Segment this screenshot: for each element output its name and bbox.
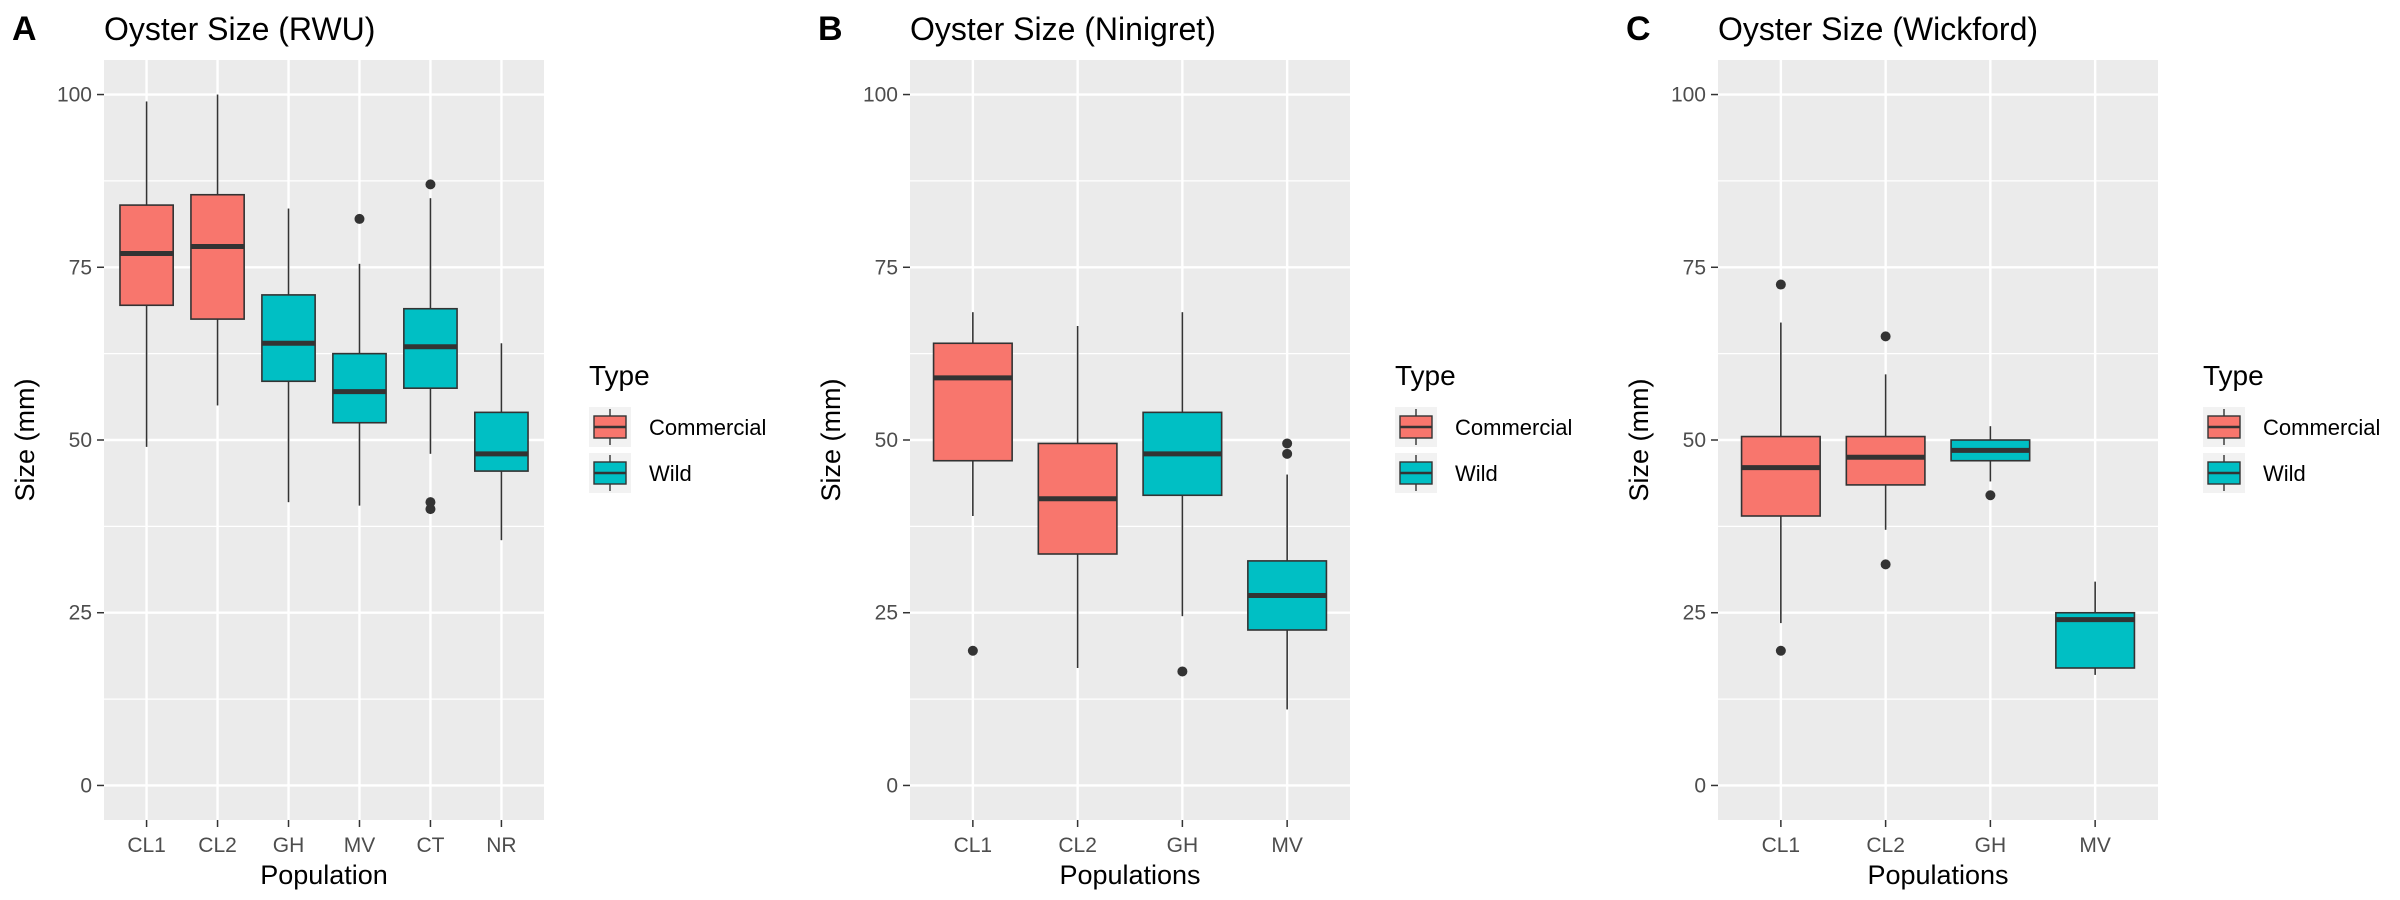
panel-letter: C (1626, 10, 1651, 48)
outlier-point (1282, 448, 1293, 459)
y-axis-title: Size (mm) (816, 379, 846, 502)
box-ct (403, 179, 458, 515)
outlier-point (354, 213, 365, 224)
y-tick-label: 50 (69, 429, 92, 452)
box-mv (1247, 438, 1328, 710)
panel-b: 0 25 50 75 100 CL1 CL2 GH MV B Oyster Size (Ninigr… (816, 10, 1572, 890)
legend-label-commercial: Commercial (2263, 415, 2380, 440)
chart-title: Oyster Size (RWU) (104, 11, 375, 47)
panel-c: 0 25 50 75 100 CL1 CL2 GH MV C Oyster Size (Wickfo… (1624, 10, 2380, 890)
y-tick-label: 100 (863, 84, 898, 107)
outlier-point (425, 497, 436, 508)
x-tick-label-mv: MV (1271, 834, 1303, 857)
box-cl1 (932, 312, 1013, 656)
legend-title: Type (1395, 360, 1456, 391)
box-body (474, 411, 529, 472)
box-cl2 (1037, 326, 1118, 668)
x-tick-label-cl1: CL1 (954, 834, 993, 857)
panel-a: 0 25 50 75 100 CL1 CL2 GH MV CT NR A Oyster Size (RW… (10, 10, 766, 890)
chart-title: Oyster Size (Ninigret) (910, 11, 1216, 47)
outlier-point (425, 504, 436, 515)
box-body (1845, 435, 1926, 486)
box-body (932, 342, 1013, 462)
box-body (190, 193, 245, 320)
x-tick-label-cl2: CL2 (1866, 834, 1905, 857)
box-gh (1142, 312, 1223, 677)
x-axis-title: Populations (1867, 860, 2008, 890)
y-tick-label: 75 (69, 256, 92, 279)
outlier-point (1177, 666, 1188, 677)
y-axis-title: Size (mm) (10, 379, 40, 502)
outlier-point (967, 645, 978, 656)
y-tick-label: 0 (886, 774, 898, 797)
y-tick-label: 0 (80, 774, 92, 797)
y-tick-label: 75 (875, 256, 898, 279)
box-body (1740, 435, 1821, 517)
legend-label-wild: Wild (2263, 461, 2306, 486)
x-tick-label-ct: CT (416, 834, 444, 857)
legend-label-wild: Wild (1455, 461, 1498, 486)
y-tick-label: 50 (1683, 429, 1706, 452)
outlier-point (1775, 645, 1786, 656)
legend: Type Commercial Wild (589, 360, 766, 493)
outlier-point (1985, 490, 1996, 501)
box-body (332, 352, 387, 424)
x-axis-title: Population (260, 860, 388, 890)
x-tick-label-nr: NR (486, 834, 516, 857)
box-nr (474, 343, 529, 541)
legend-label-wild: Wild (649, 461, 692, 486)
y-tick-label: 0 (1694, 774, 1706, 797)
box-gh (261, 208, 316, 503)
x-tick-label-gh: GH (1975, 834, 2007, 857)
legend-label-commercial: Commercial (1455, 415, 1572, 440)
x-tick-label-cl2: CL2 (1058, 834, 1097, 857)
box-body (261, 294, 316, 383)
x-tick-label-gh: GH (273, 834, 305, 857)
legend: Type Commercial Wild (2203, 360, 2380, 493)
panel-letter: A (12, 10, 37, 48)
y-tick-label: 25 (875, 602, 898, 625)
y-tick-label: 75 (1683, 256, 1706, 279)
x-tick-label-mv: MV (2079, 834, 2111, 857)
y-tick-label: 50 (875, 429, 898, 452)
x-tick-label-gh: GH (1167, 834, 1199, 857)
box-cl2 (1845, 331, 1926, 570)
box-cl1 (1740, 279, 1821, 656)
outlier-point (1282, 438, 1293, 449)
legend-title: Type (589, 360, 650, 391)
outlier-point (1880, 559, 1891, 570)
legend: Type Commercial Wild (1395, 360, 1572, 493)
legend-title: Type (2203, 360, 2264, 391)
y-tick-label: 100 (57, 84, 92, 107)
box-mv (332, 213, 387, 506)
panel-letter: B (818, 10, 843, 48)
box-cl2 (190, 94, 245, 406)
x-tick-label-cl2: CL2 (198, 834, 237, 857)
y-tick-label: 25 (1683, 602, 1706, 625)
x-tick-label-cl1: CL1 (1762, 834, 1801, 857)
x-tick-label-cl1: CL1 (127, 834, 166, 857)
outlier-point (425, 179, 436, 190)
y-tick-label: 100 (1671, 84, 1706, 107)
legend-label-commercial: Commercial (649, 415, 766, 440)
outlier-point (1880, 331, 1891, 342)
box-gh (1950, 426, 2031, 501)
box-cl1 (119, 101, 174, 447)
chart-title: Oyster Size (Wickford) (1718, 11, 2038, 47)
x-tick-label-mv: MV (344, 834, 376, 857)
y-axis-title: Size (mm) (1624, 379, 1654, 502)
x-axis-title: Populations (1059, 860, 1200, 890)
outlier-point (1775, 279, 1786, 290)
y-tick-label: 25 (69, 602, 92, 625)
box-mv (2055, 581, 2136, 675)
